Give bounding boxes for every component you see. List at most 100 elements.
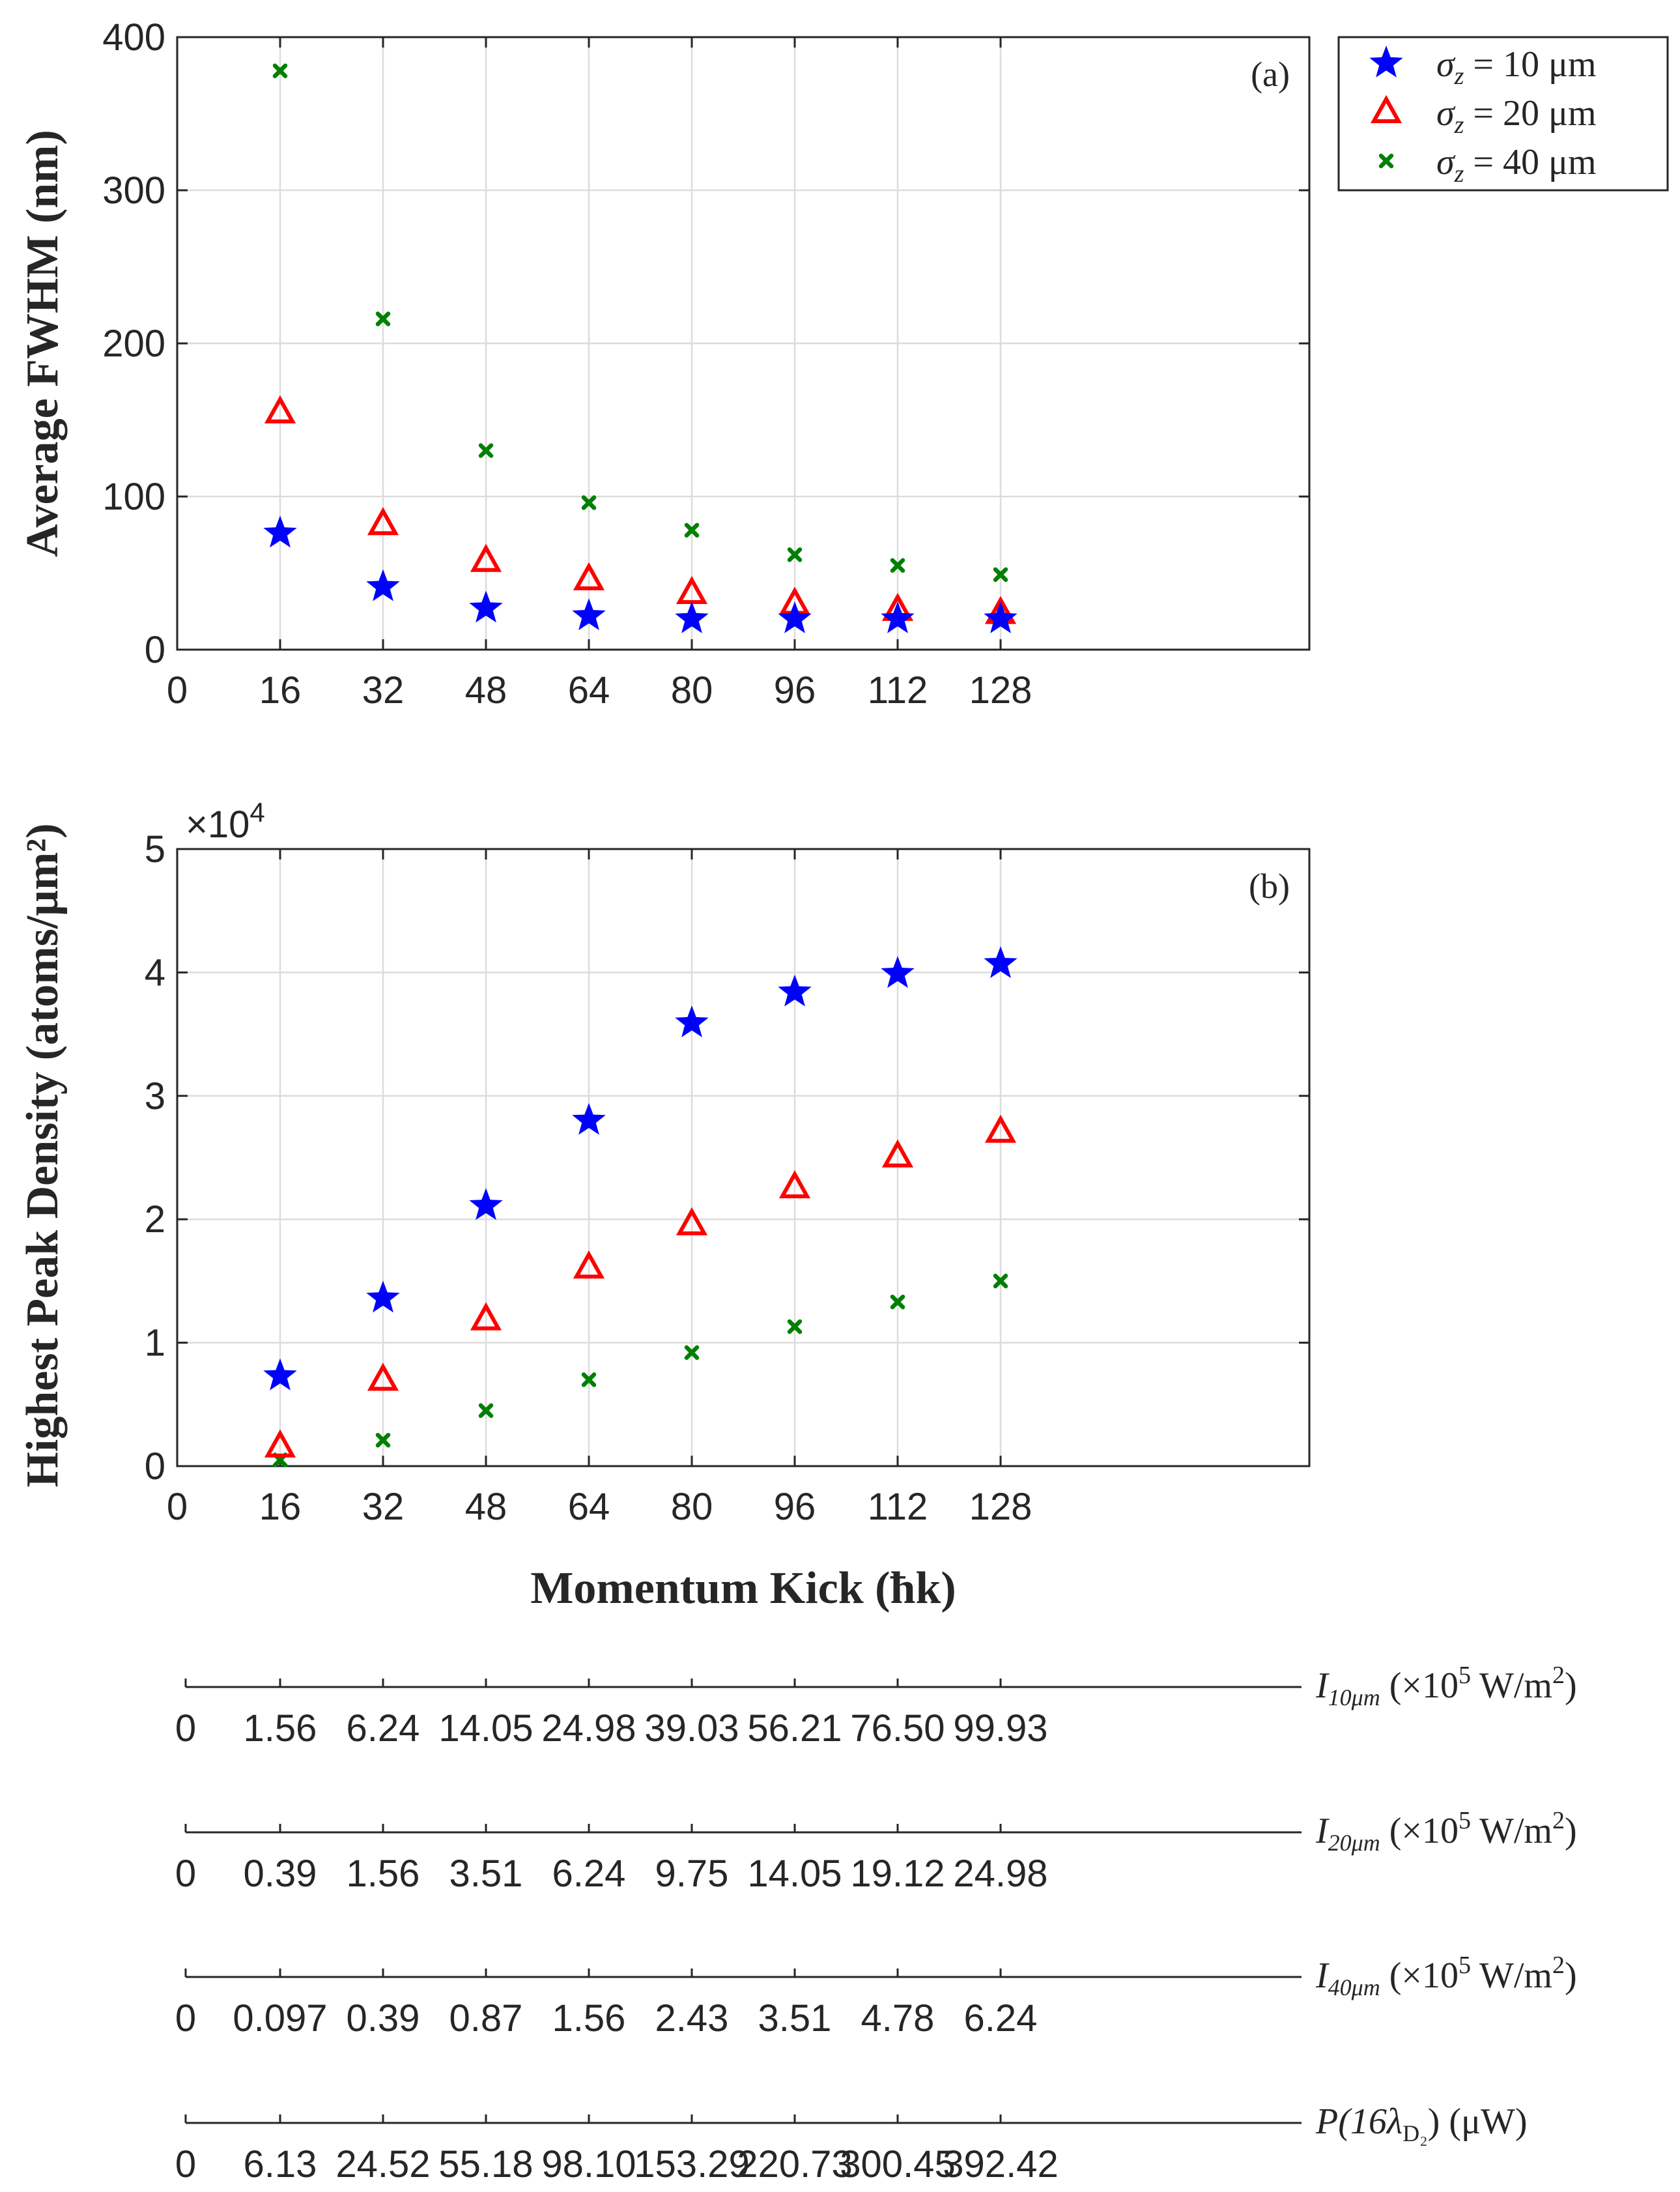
legend-label-symbol: σ — [1436, 44, 1456, 85]
panel-a-point-triangle — [367, 507, 399, 536]
panel-a-ticks: 0 16 32 48 64 80 96 112 128 0 100 200 300 400 — [102, 16, 1309, 712]
panel-b-multiplier-base: ×10 — [186, 803, 249, 846]
scale-label-unit-b: W/m — [1471, 1955, 1552, 1996]
panel-b-multiplier: ×104 — [186, 797, 265, 846]
scale-label-unit-c: ) — [1565, 1955, 1577, 1996]
panel-b-point-x — [375, 1432, 391, 1448]
panel-b-marks — [263, 946, 1018, 1467]
panel-a-xtick-label: 16 — [259, 669, 302, 712]
panel-a-point-x — [272, 63, 288, 78]
panel-a-point-triangle — [470, 543, 502, 572]
scale-value: 0.39 — [244, 1853, 317, 1895]
panel-a-ytick-label: 100 — [102, 476, 165, 518]
panel-a-point-x — [787, 547, 803, 562]
scale-label-sub: 40μm — [1328, 1974, 1380, 2000]
panel-a-ytick-label: 300 — [102, 169, 165, 212]
panel-b-ytick-label: 3 — [145, 1075, 165, 1118]
panel-a-ytick-label: 0 — [145, 629, 165, 671]
scale-value: 55.18 — [438, 2143, 533, 2185]
scale-value: 56.21 — [747, 1707, 842, 1750]
scale-label-unit: ) (μW) — [1428, 2101, 1528, 2142]
panel-a-point-x — [375, 311, 391, 326]
scale-value: 6.13 — [244, 2143, 317, 2185]
panel-b-xtick-label: 96 — [774, 1486, 816, 1528]
legend-label-rest: = 20 μm — [1464, 93, 1596, 134]
scale-label-main: P(16λ — [1315, 2101, 1402, 2142]
panel-b-point-star — [881, 956, 915, 988]
scale-label-exp2: 2 — [1552, 1662, 1565, 1689]
scale-label-main: I — [1315, 1666, 1330, 1706]
scale-label-exp: 5 — [1459, 1807, 1471, 1834]
scale-value: 14.05 — [438, 1707, 533, 1750]
scale-value: 0 — [175, 1853, 196, 1895]
panel-b-point-star — [366, 1280, 400, 1313]
panel-b-point-triangle — [367, 1363, 399, 1391]
panel-b-point-x — [581, 1372, 597, 1387]
scale-value: 24.52 — [335, 2143, 430, 2185]
legend-label-symbol: σ — [1436, 93, 1456, 134]
scale-label: P(16λD₂) (μW) — [1315, 2101, 1528, 2146]
panel-a-xtick-label: 80 — [671, 669, 713, 712]
scale-value: 24.98 — [953, 1853, 1047, 1895]
scale-label-unit-b: W/m — [1471, 1811, 1552, 1851]
scale-label: I40μm (×105 W/m2) — [1315, 1952, 1577, 2000]
panel-b-point-triangle — [676, 1207, 708, 1235]
panel-a-xtick-label: 32 — [362, 669, 405, 712]
scale-value: 6.24 — [964, 1997, 1038, 2040]
panel-b-point-x — [684, 1345, 700, 1360]
scale-value: 1.56 — [347, 1853, 420, 1895]
scale-value: 0.87 — [449, 1997, 523, 2040]
scale-label-unit-b: W/m — [1471, 1666, 1552, 1706]
scale-label-sub: D₂ — [1402, 2120, 1428, 2146]
panel-a-point-star — [263, 515, 297, 548]
panel-a-xtick-label: 0 — [167, 669, 188, 712]
scale-value: 3.51 — [758, 1997, 832, 2040]
scale-value: 2.43 — [655, 1997, 729, 2040]
panel-b-frame — [176, 848, 1311, 1467]
panel-a-xtick-label: 48 — [465, 669, 507, 712]
panel-a: 0 16 32 48 64 80 96 112 128 0 100 200 300 400 (a) Ave… — [18, 16, 1311, 712]
panel-b-point-triangle — [984, 1114, 1017, 1143]
scale-value: 0 — [175, 1997, 196, 2040]
panel-a-point-triangle — [264, 395, 296, 424]
scale-label: I10μm (×105 W/m2) — [1315, 1662, 1577, 1710]
scale-value: 6.24 — [347, 1707, 420, 1750]
scale-label-unit-c: ) — [1565, 1666, 1577, 1706]
panel-a-point-star — [572, 598, 606, 631]
scale-value: 1.56 — [552, 1997, 626, 2040]
panel-b-xtick-label: 48 — [465, 1486, 507, 1528]
scale-value: 0.097 — [233, 1997, 327, 2040]
panel-a-label: (a) — [1251, 55, 1290, 94]
panel-b-xtick-label: 128 — [969, 1486, 1032, 1528]
panel-b-point-star — [469, 1188, 503, 1220]
panel-a-xtick-label: 112 — [868, 669, 928, 712]
panel-b-point-star — [778, 974, 812, 1007]
secondary-scales: 0 1.56 6.24 14.05 24.98 39.03 56.21 76.50 99.93I… — [175, 1662, 1577, 2185]
scale-label-sub: 20μm — [1328, 1830, 1380, 1856]
scale-value: 98.10 — [541, 2143, 636, 2185]
legend-label-rest: = 40 μm — [1464, 142, 1596, 182]
panel-a-point-x — [890, 558, 905, 573]
panel-a-point-x — [993, 567, 1008, 583]
scale-label-exp2: 2 — [1552, 1952, 1565, 1979]
panel-b-point-x — [787, 1319, 803, 1334]
panel-a-point-star — [778, 601, 812, 633]
scale-label-exp2: 2 — [1552, 1807, 1565, 1834]
scale-value: 99.93 — [953, 1707, 1047, 1750]
scale-value: 0 — [175, 2143, 196, 2185]
panel-a-point-x — [684, 523, 700, 538]
panel-a-point-star — [675, 601, 709, 633]
panel-b-ytick-label: 1 — [145, 1322, 165, 1364]
panel-a-point-star — [881, 601, 915, 633]
panel-b-xtick-label: 16 — [259, 1486, 302, 1528]
scale-value: 300.45 — [840, 2143, 955, 2185]
panel-a-point-star — [366, 569, 400, 601]
panel-b-point-x — [890, 1294, 905, 1310]
scale-label-main: I — [1315, 1811, 1330, 1851]
panel-b-ticks: 0 16 32 48 64 80 96 112 128 0 1 2 3 4 5 — [145, 828, 1309, 1528]
panel-a-point-star — [984, 601, 1018, 633]
legend-marker — [1369, 46, 1403, 78]
